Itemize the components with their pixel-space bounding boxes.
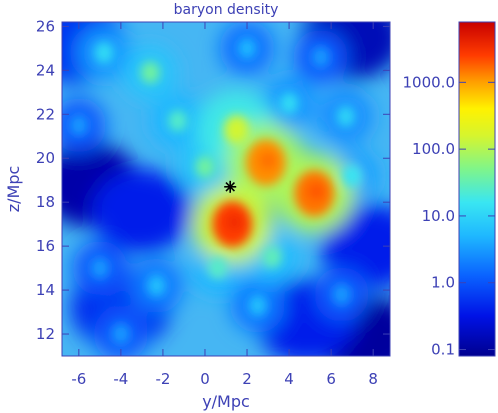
density-core-20 (225, 213, 244, 232)
x-tick-label: -2 (155, 370, 170, 388)
plot-frame (61, 21, 391, 357)
void-region-5 (91, 168, 193, 254)
y-axis-label: z/Mpc (4, 166, 23, 213)
density-peak-12 (168, 110, 188, 132)
density-peak-4 (311, 46, 331, 69)
colorbar-tick-label: 10.0 (422, 207, 455, 225)
density-peak-15 (195, 156, 215, 178)
density-core-18 (258, 151, 277, 170)
density-peak-0 (90, 257, 110, 279)
density-peak-17 (223, 115, 250, 145)
y-tick-label: 20 (36, 149, 55, 167)
y-tick-label: 22 (36, 105, 55, 123)
density-peak-7 (248, 294, 267, 317)
density-peak-2 (332, 283, 352, 306)
density-peak-14 (262, 246, 282, 268)
colorbar-ticks: 0.1 1.0 10.0 100.0 1000.0 (403, 73, 495, 359)
colorbar-tick-label: 1.0 (431, 274, 455, 292)
x-axis-label: y/Mpc (202, 392, 250, 411)
density-peak-1 (111, 323, 131, 345)
density-peak-3 (69, 114, 89, 137)
density-peak-5 (237, 37, 257, 60)
chart-title: baryon density (174, 2, 279, 18)
density-peak-8 (336, 105, 356, 128)
y-tick-label: 26 (36, 17, 55, 35)
density-peak-11 (342, 164, 362, 187)
y-tick-label: 12 (36, 325, 55, 343)
density-core-19 (307, 182, 326, 201)
x-tick-label: 6 (326, 370, 336, 388)
colorbar-tick-label: 1000.0 (403, 73, 456, 91)
density-peak-16 (140, 61, 160, 84)
y-tick-label: 24 (36, 61, 55, 79)
y-tick-label: 14 (36, 281, 55, 299)
density-peak-9 (94, 41, 114, 64)
x-tick-label: 2 (242, 370, 252, 388)
y-tick-label: 16 (36, 237, 55, 255)
colorbar-tick-label: 100.0 (412, 140, 455, 158)
colorbar (458, 21, 496, 357)
position-marker-group (224, 180, 237, 193)
heatmap-plot (62, 22, 390, 356)
position-marker-asterisk (224, 180, 237, 193)
x-tick-label: 8 (368, 370, 378, 388)
density-peak-6 (147, 274, 167, 297)
y-tick-label: 18 (36, 193, 55, 211)
density-peak-13 (208, 257, 228, 279)
x-tick-label: -4 (113, 370, 128, 388)
x-tick-label: -6 (71, 370, 86, 388)
x-tick-label: 4 (284, 370, 294, 388)
colorbar-tick-label: 0.1 (431, 341, 455, 359)
density-peak-10 (279, 92, 299, 115)
x-tick-label: 0 (200, 370, 210, 388)
